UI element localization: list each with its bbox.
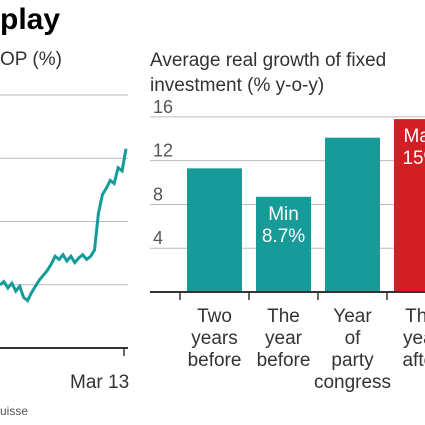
category-label: Year of party congress <box>314 306 391 393</box>
bar <box>394 119 425 292</box>
y-tick-label: 4 <box>153 228 163 248</box>
left-x-end-label: Mar 13 <box>70 372 129 393</box>
category-label: The year before <box>257 306 311 371</box>
chart-title-line-1: Average real growth of fixed <box>150 50 386 71</box>
bar <box>256 196 311 292</box>
category-label: Theyearafter <box>402 306 425 371</box>
left-line-chart: OP (%) Mar 13 uisse <box>0 49 129 418</box>
left-axis-label: OP (%) <box>0 49 62 70</box>
bar <box>325 137 380 292</box>
bar-annotation: Min 8.7% <box>262 204 305 247</box>
source-note: uisse <box>0 404 28 418</box>
page-title: play <box>0 3 60 36</box>
bar <box>187 168 242 292</box>
chart-title-line-2: investment (% y-o-y) <box>150 75 324 96</box>
right-bar-chart: Average real growth of fixed investment … <box>150 50 425 393</box>
y-tick-label: 8 <box>153 184 163 204</box>
y-tick-label: 12 <box>153 141 173 161</box>
bar-annotation: Max15% <box>402 126 425 169</box>
y-tick-label: 16 <box>153 97 173 117</box>
left-series-line <box>0 148 128 303</box>
category-label: Two years before <box>188 306 242 371</box>
